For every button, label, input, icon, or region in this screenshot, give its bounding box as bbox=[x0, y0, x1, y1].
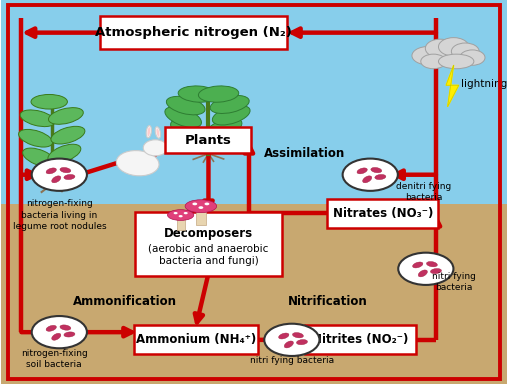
Ellipse shape bbox=[438, 54, 474, 69]
Ellipse shape bbox=[199, 206, 203, 209]
Ellipse shape bbox=[143, 140, 167, 156]
Text: Assimilation: Assimilation bbox=[264, 147, 345, 160]
Ellipse shape bbox=[279, 333, 289, 339]
Ellipse shape bbox=[212, 106, 250, 125]
Text: Ammonification: Ammonification bbox=[73, 295, 177, 308]
Ellipse shape bbox=[371, 167, 382, 173]
Ellipse shape bbox=[343, 159, 398, 191]
Ellipse shape bbox=[146, 126, 152, 138]
FancyBboxPatch shape bbox=[327, 199, 438, 227]
Ellipse shape bbox=[48, 144, 81, 163]
Ellipse shape bbox=[46, 325, 56, 331]
Text: Atmospheric nitrogen (N₂): Atmospheric nitrogen (N₂) bbox=[95, 26, 292, 39]
Ellipse shape bbox=[431, 268, 441, 274]
Ellipse shape bbox=[49, 108, 83, 124]
Ellipse shape bbox=[52, 333, 61, 340]
Ellipse shape bbox=[412, 46, 445, 65]
Text: Nitrates (NO₃⁻): Nitrates (NO₃⁻) bbox=[333, 207, 433, 220]
Polygon shape bbox=[1, 0, 507, 204]
FancyBboxPatch shape bbox=[135, 212, 282, 276]
Ellipse shape bbox=[184, 212, 188, 214]
Text: Decomposers: Decomposers bbox=[164, 227, 253, 240]
Ellipse shape bbox=[375, 174, 386, 180]
Ellipse shape bbox=[398, 253, 454, 285]
FancyBboxPatch shape bbox=[305, 326, 416, 354]
Ellipse shape bbox=[199, 86, 239, 102]
FancyBboxPatch shape bbox=[196, 210, 206, 225]
Ellipse shape bbox=[179, 215, 183, 217]
Ellipse shape bbox=[174, 212, 178, 214]
Text: nitrogen-fixing
soil bacteria: nitrogen-fixing soil bacteria bbox=[21, 349, 88, 369]
Ellipse shape bbox=[60, 325, 71, 330]
Ellipse shape bbox=[18, 129, 53, 147]
Ellipse shape bbox=[460, 50, 485, 65]
Ellipse shape bbox=[425, 39, 455, 58]
Ellipse shape bbox=[264, 324, 319, 356]
Ellipse shape bbox=[292, 333, 304, 338]
Ellipse shape bbox=[167, 210, 194, 220]
Ellipse shape bbox=[438, 38, 469, 56]
Ellipse shape bbox=[426, 262, 437, 267]
Ellipse shape bbox=[147, 127, 150, 136]
Ellipse shape bbox=[116, 151, 159, 176]
Polygon shape bbox=[446, 65, 459, 107]
Polygon shape bbox=[1, 204, 507, 384]
Text: lightning: lightning bbox=[461, 79, 507, 89]
Text: (aerobic and anaerobic
bacteria and fungi): (aerobic and anaerobic bacteria and fung… bbox=[148, 243, 269, 266]
Ellipse shape bbox=[170, 119, 206, 142]
Ellipse shape bbox=[46, 168, 56, 174]
Text: Nitrites (NO₂⁻): Nitrites (NO₂⁻) bbox=[312, 333, 408, 346]
Ellipse shape bbox=[23, 148, 56, 167]
Text: Plants: Plants bbox=[185, 134, 232, 147]
Ellipse shape bbox=[157, 128, 159, 137]
Ellipse shape bbox=[166, 96, 205, 115]
Ellipse shape bbox=[31, 94, 68, 109]
Ellipse shape bbox=[32, 159, 87, 191]
Ellipse shape bbox=[210, 96, 249, 113]
Ellipse shape bbox=[178, 86, 219, 102]
Ellipse shape bbox=[418, 270, 428, 277]
Ellipse shape bbox=[155, 127, 161, 138]
Ellipse shape bbox=[60, 167, 71, 173]
Ellipse shape bbox=[32, 316, 87, 348]
Ellipse shape bbox=[205, 118, 242, 139]
Ellipse shape bbox=[452, 43, 479, 60]
Ellipse shape bbox=[64, 174, 75, 180]
Ellipse shape bbox=[284, 341, 293, 348]
FancyBboxPatch shape bbox=[177, 218, 185, 230]
Text: nitrogen-fixing
bacteria living in
legume root nodules: nitrogen-fixing bacteria living in legum… bbox=[12, 199, 106, 231]
Ellipse shape bbox=[64, 332, 75, 337]
Ellipse shape bbox=[20, 110, 55, 127]
FancyBboxPatch shape bbox=[100, 16, 287, 49]
Ellipse shape bbox=[357, 168, 367, 174]
Ellipse shape bbox=[204, 202, 209, 205]
FancyBboxPatch shape bbox=[134, 326, 258, 354]
Ellipse shape bbox=[421, 54, 446, 69]
Ellipse shape bbox=[413, 262, 423, 268]
Ellipse shape bbox=[185, 200, 217, 213]
Text: nitri fying bacteria: nitri fying bacteria bbox=[250, 356, 334, 365]
Ellipse shape bbox=[51, 126, 85, 144]
Ellipse shape bbox=[296, 339, 308, 345]
Text: nitri fying
bacteria: nitri fying bacteria bbox=[432, 272, 476, 292]
Text: denitri fying
bacteria: denitri fying bacteria bbox=[396, 182, 451, 202]
Ellipse shape bbox=[193, 202, 197, 205]
Ellipse shape bbox=[52, 176, 61, 183]
Text: Ammonium (NH₄⁺): Ammonium (NH₄⁺) bbox=[136, 333, 256, 346]
Ellipse shape bbox=[362, 176, 372, 183]
Ellipse shape bbox=[165, 107, 202, 127]
Text: Nitrification: Nitrification bbox=[287, 295, 367, 308]
FancyBboxPatch shape bbox=[165, 127, 251, 153]
